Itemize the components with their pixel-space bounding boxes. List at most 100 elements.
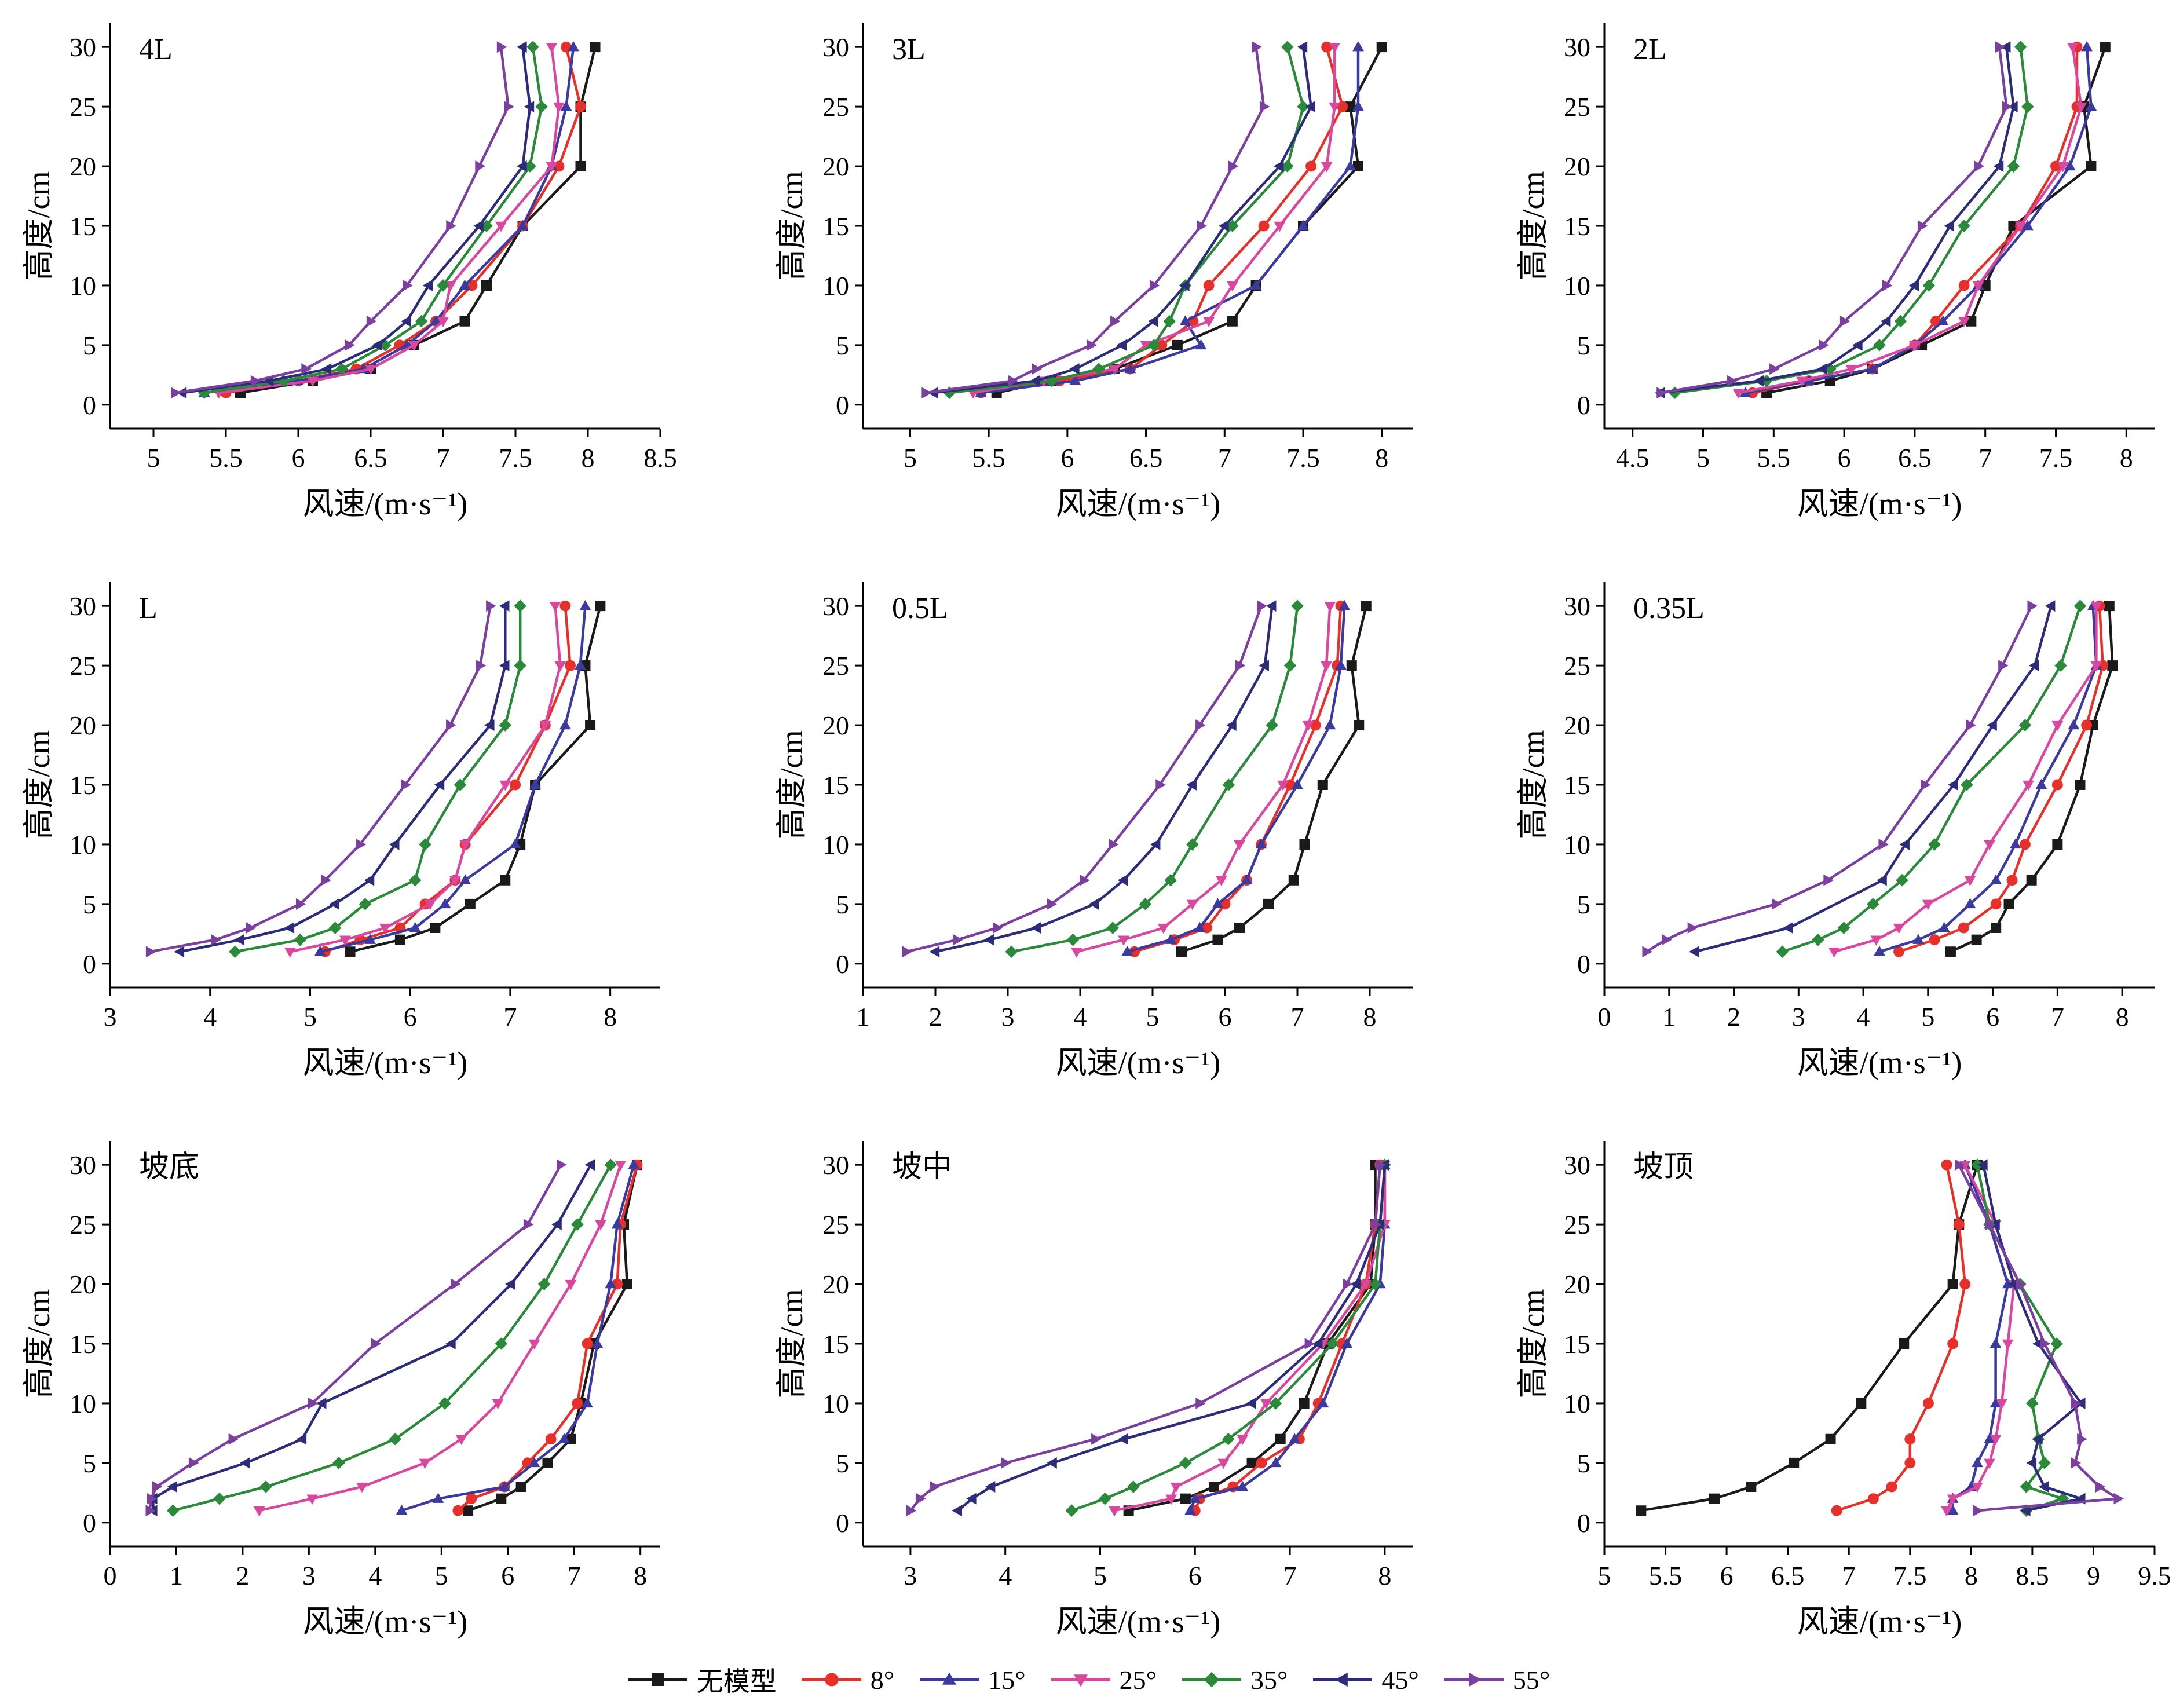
data-point [145, 946, 156, 958]
data-point [1184, 1504, 1196, 1515]
y-tick-label: 25 [822, 1210, 849, 1239]
y-tick-label: 25 [70, 651, 96, 681]
y-tick-label: 30 [1564, 1150, 1590, 1180]
data-point [1176, 946, 1187, 957]
y-axis-label: 高度/cm [774, 1289, 809, 1399]
legend-item: 8° [800, 1665, 894, 1695]
x-tick-label: 5 [1094, 1561, 1107, 1590]
data-point [1971, 934, 1982, 945]
data-point [1270, 1457, 1282, 1468]
y-tick-label: 5 [1577, 890, 1590, 919]
data-point [1335, 659, 1347, 670]
data-point [455, 1435, 467, 1446]
data-point [434, 779, 445, 791]
legend-marker [1469, 1672, 1482, 1687]
legend-swatch [1444, 1672, 1504, 1687]
data-point [515, 1482, 526, 1493]
data-point [1771, 898, 1782, 910]
data-point [213, 1492, 226, 1505]
data-point [1893, 923, 1905, 934]
data-point [2095, 1481, 2106, 1493]
data-point [335, 363, 348, 375]
data-point [459, 840, 471, 851]
legend-swatch [1182, 1672, 1241, 1688]
x-axis-label: 风速/(m·s⁻¹) [1797, 487, 1962, 521]
series-line [1076, 606, 1332, 953]
series-line [148, 1164, 562, 1511]
data-point [1212, 898, 1224, 909]
data-point [2056, 1492, 2069, 1505]
data-point [1147, 339, 1160, 352]
legend-marker [942, 1672, 957, 1685]
data-point [1958, 220, 1970, 232]
data-point [1258, 220, 1270, 232]
series-line [1661, 46, 2015, 394]
data-point [1990, 874, 2002, 884]
data-point [1292, 778, 1303, 789]
data-point [579, 599, 591, 610]
y-tick-label: 10 [822, 271, 849, 301]
data-point [500, 875, 511, 886]
data-point [2020, 839, 2031, 850]
legend-swatch [802, 1673, 861, 1687]
x-tick-label: 8 [1965, 1561, 1978, 1590]
data-point [284, 948, 296, 958]
data-point [1955, 1159, 1965, 1171]
x-tick-label: 6 [1720, 1561, 1734, 1590]
data-point [294, 933, 306, 946]
data-point [1281, 41, 1294, 53]
legend-swatch [628, 1673, 687, 1686]
data-point [401, 315, 411, 327]
data-point [1246, 1457, 1257, 1468]
data-point [1928, 838, 1941, 851]
data-point [558, 1433, 570, 1443]
legend-marker [1335, 1672, 1348, 1687]
data-point [1329, 102, 1341, 113]
data-point [296, 1433, 307, 1445]
data-point [2068, 719, 2080, 730]
data-point [496, 1493, 507, 1504]
series-line [1181, 605, 1367, 953]
data-point [921, 387, 932, 399]
data-point [2002, 1278, 2014, 1289]
data-point [1908, 280, 1919, 291]
data-point [1922, 279, 1936, 292]
data-point [1987, 719, 1997, 731]
data-point [1904, 1433, 1916, 1445]
y-tick-label: 30 [70, 32, 96, 62]
data-point [537, 1278, 551, 1290]
y-axis-label: 高度/cm [21, 1289, 56, 1399]
x-tick-label: 8 [1375, 443, 1388, 473]
data-point [1828, 948, 1840, 958]
series-line [204, 46, 575, 394]
data-point [1092, 363, 1105, 375]
y-tick-label: 15 [822, 1329, 849, 1359]
x-tick-label: 8 [604, 1002, 617, 1032]
panel-label: 4L [139, 33, 173, 66]
data-point [401, 779, 411, 791]
data-point [1776, 945, 1789, 959]
data-point [1228, 160, 1239, 172]
x-tick-label: 4 [203, 1002, 217, 1032]
y-tick-label: 15 [1564, 1329, 1590, 1359]
data-point [514, 599, 526, 612]
x-tick-label: 5 [1696, 443, 1710, 473]
panel-label: 0.35L [1633, 592, 1705, 625]
data-point [1170, 1482, 1182, 1493]
data-point [1878, 839, 1889, 850]
series-line [1879, 606, 2098, 953]
x-tick-label: 4 [1857, 1002, 1870, 1032]
data-point [452, 1505, 464, 1516]
legend-label: 45° [1381, 1665, 1419, 1695]
series-line [290, 606, 562, 953]
data-point [528, 1457, 540, 1468]
data-point [1226, 220, 1239, 232]
series-line [349, 605, 602, 953]
data-point [1317, 1397, 1329, 1408]
data-point [2002, 1339, 2014, 1350]
data-point [546, 162, 558, 173]
legend-label: 35° [1250, 1665, 1288, 1695]
data-point [929, 946, 940, 958]
y-tick-label: 20 [70, 152, 96, 181]
data-point [966, 1493, 977, 1505]
